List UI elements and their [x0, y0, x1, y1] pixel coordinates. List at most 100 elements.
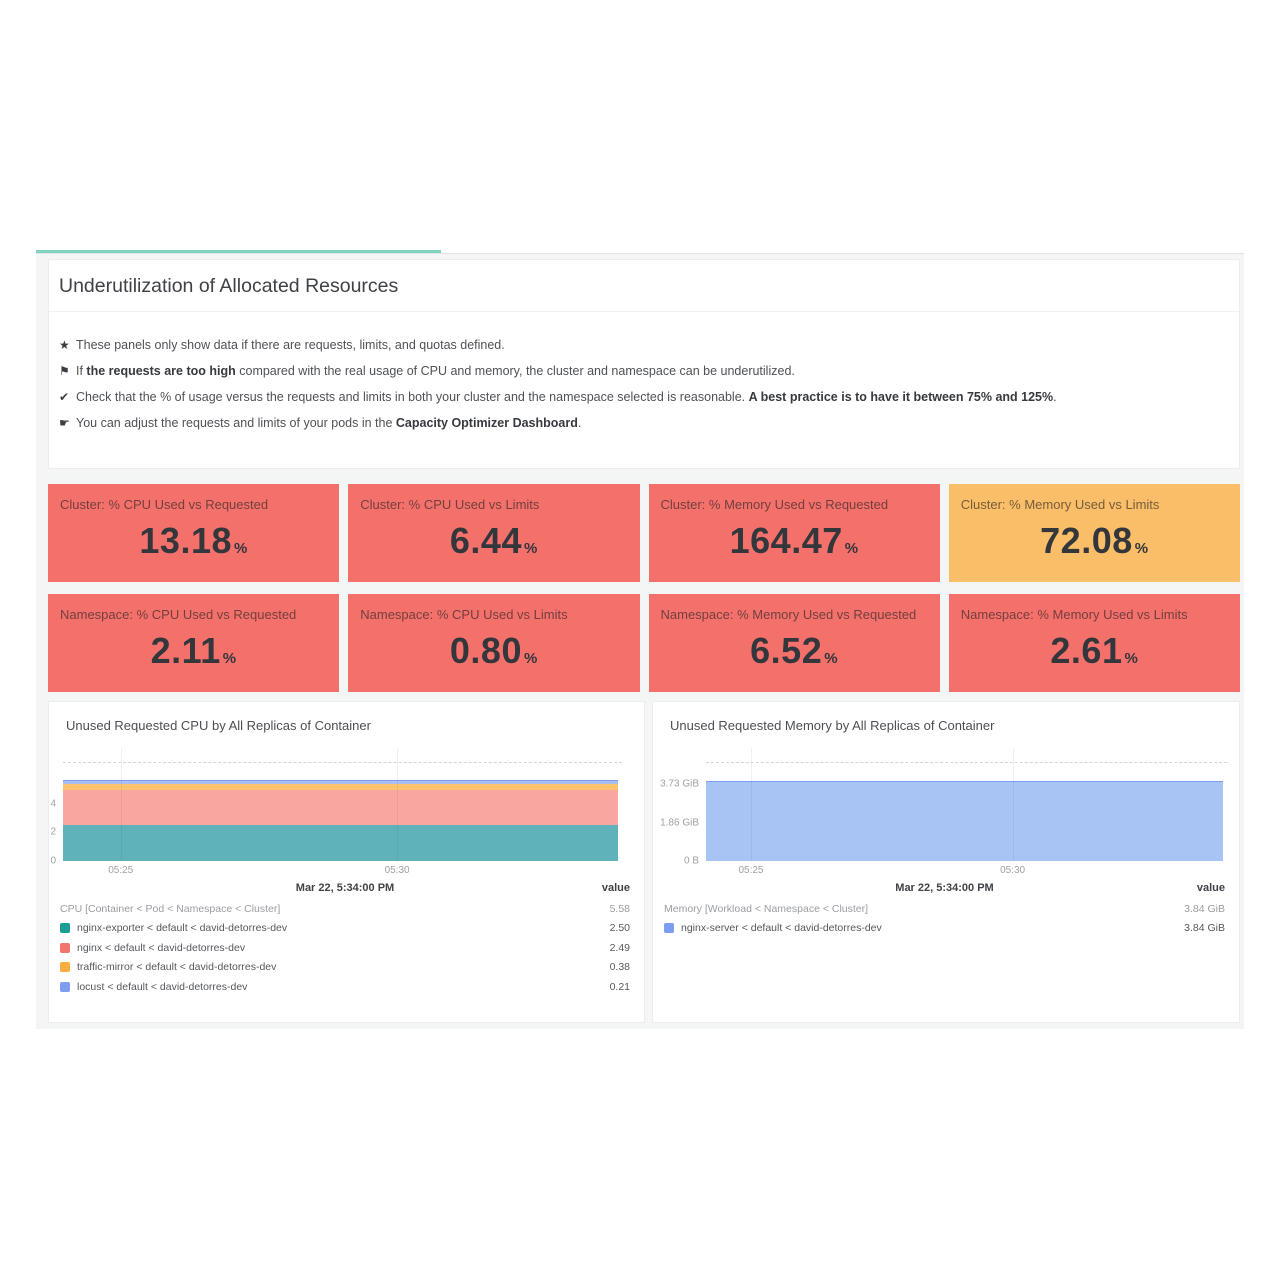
legend-timestamp: Mar 22, 5:34:00 PM [295, 882, 395, 894]
dashed-gridline [63, 762, 622, 763]
notes-list: ★ These panels only show data if there ar… [59, 332, 1239, 436]
stat-unit: % [523, 540, 538, 557]
memory-chart-plot-area: 0 B 1.86 GiB 3.73 GiB [660, 748, 1227, 867]
row-accent-line [36, 250, 441, 253]
y-axis-tick: 2 [50, 826, 56, 838]
legend-color-swatch [664, 923, 674, 934]
legend-series-label[interactable]: traffic-mirror < default < david-detorre… [77, 961, 277, 974]
stat-title: Cluster: % CPU Used vs Requested [60, 497, 269, 512]
check-icon: ✔ [59, 390, 70, 404]
legend-series-value: 0.21 [609, 980, 630, 993]
flag-icon: ⚑ [59, 364, 70, 378]
legend-series-label[interactable]: locust < default < david-detorres-dev [77, 980, 248, 993]
legend-series-value: 2.49 [609, 941, 630, 954]
stat-title: Cluster: % Memory Used vs Limits [960, 497, 1160, 512]
x-gridline [397, 748, 399, 861]
note-text: . [577, 416, 582, 430]
legend-series-value: 2.50 [609, 922, 630, 935]
note-text: Check that the % of usage versus the req… [76, 390, 749, 404]
page-title: Underutilization of Allocated Resources [59, 275, 399, 297]
note-bold: Capacity Optimizer Dashboard [395, 416, 578, 430]
y-axis-tick: 1.86 GiB [660, 817, 699, 829]
stat-panel-ns-cpu-vs-limits[interactable]: Namespace: % CPU Used vs Limits 0.80% [348, 594, 640, 692]
stat-value: 164.47% [729, 520, 859, 561]
legend-header: Mar 22, 5:34:00 PM value [664, 882, 1225, 899]
legend-value-header: value [1196, 882, 1225, 894]
legend-color-swatch [60, 962, 70, 973]
stat-panel-ns-cpu-vs-requested[interactable]: Namespace: % CPU Used vs Requested 2.11% [48, 594, 340, 692]
note-text: . [1053, 390, 1057, 404]
memory-chart-title[interactable]: Unused Requested Memory by All Replicas … [670, 718, 995, 733]
legend-total-row: Memory [Workload < Namespace < Cluster] 3… [664, 899, 1225, 919]
stat-unit: % [824, 650, 839, 667]
legend-total-label: Memory [Workload < Namespace < Cluster] [664, 902, 869, 915]
x-axis-tick: 05:25 [738, 865, 764, 876]
stat-unit: % [844, 540, 859, 557]
legend-series-label[interactable]: nginx-server < default < david-detorres-… [681, 922, 882, 935]
cpu-chart-legend: Mar 22, 5:34:00 PM value CPU [Container < … [60, 882, 630, 997]
x-gridline [120, 748, 122, 861]
legend-series-label[interactable]: nginx < default < david-detorres-dev [77, 941, 246, 954]
stat-panel-cluster-cpu-vs-requested[interactable]: Cluster: % CPU Used vs Requested 13.18% [48, 484, 340, 582]
stat-value: 2.61% [1050, 630, 1139, 671]
stat-value: 2.11% [150, 630, 237, 671]
stat-unit: % [523, 650, 538, 667]
star-icon: ★ [59, 338, 70, 352]
note-line: ★ These panels only show data if there ar… [59, 332, 1239, 358]
cpu-chart-x-axis: 05:25 05:30 [63, 861, 618, 878]
stat-panel-ns-mem-vs-requested[interactable]: Namespace: % Memory Used vs Requested 6.… [648, 594, 940, 692]
area-series-band [63, 824, 618, 861]
stat-value: 6.52% [750, 630, 839, 671]
area-series-band [706, 781, 1223, 861]
x-axis-tick: 05:30 [384, 865, 410, 876]
memory-chart-x-axis: 05:25 05:30 [706, 861, 1223, 878]
stat-panel-cluster-cpu-vs-limits[interactable]: Cluster: % CPU Used vs Limits 6.44% [348, 484, 640, 582]
stat-title: Namespace: % Memory Used vs Limits [960, 607, 1188, 622]
stat-unit: % [234, 540, 248, 557]
area-series-band [63, 788, 618, 826]
legend-color-swatch [60, 942, 70, 953]
stat-value: 6.44% [449, 520, 538, 561]
legend-value-header: value [601, 882, 630, 894]
legend-header: Mar 22, 5:34:00 PM value [60, 882, 630, 899]
chart-plot: 0 B 1.86 GiB 3.73 GiB [660, 748, 1227, 867]
memory-chart-legend: Mar 22, 5:34:00 PM value Memory [Workload … [664, 882, 1225, 938]
pointing-hand-icon: ☛ [59, 416, 70, 430]
note-text: These panels only show data if there are… [76, 338, 505, 352]
legend-series-row: nginx < default < david-detorres-dev 2.49 [60, 938, 630, 958]
charts-row: Unused Requested CPU by All Replicas of … [48, 701, 1240, 1023]
legend-series-row: traffic-mirror < default < david-detorre… [60, 958, 630, 978]
y-axis-tick: 3.73 GiB [660, 778, 699, 790]
note-text: If [76, 364, 87, 378]
legend-series-row: nginx-exporter < default < david-detorre… [60, 919, 630, 939]
cpu-chart-title[interactable]: Unused Requested CPU by All Replicas of … [66, 718, 371, 733]
legend-color-swatch [60, 923, 70, 934]
x-axis-tick: 05:30 [1000, 865, 1026, 876]
note-line: ☛ You can adjust the requests and limits … [59, 410, 1239, 436]
stat-panel-cluster-mem-vs-limits[interactable]: Cluster: % Memory Used vs Limits 72.08% [948, 484, 1240, 582]
note-line: ⚑ If the requests are too high compared w… [59, 358, 1239, 384]
legend-series-label[interactable]: nginx-exporter < default < david-detorre… [77, 922, 288, 935]
note-bold: the requests are too high [86, 364, 236, 378]
stat-title: Cluster: % Memory Used vs Requested [660, 497, 889, 512]
legend-series-row: nginx-server < default < david-detorres-… [664, 919, 1225, 939]
legend-total-label: CPU [Container < Pod < Namespace < Clust… [60, 902, 281, 915]
stat-title: Namespace: % CPU Used vs Limits [360, 607, 568, 622]
dashboard-content: Underutilization of Allocated Resources … [36, 253, 1244, 1029]
stat-panel-ns-mem-vs-limits[interactable]: Namespace: % Memory Used vs Limits 2.61% [948, 594, 1240, 692]
stat-title: Namespace: % CPU Used vs Requested [60, 607, 297, 622]
note-line: ✔ Check that the % of usage versus the re… [59, 384, 1239, 410]
note-bold: A best practice is to have it between 75… [748, 390, 1054, 404]
legend-series-row: locust < default < david-detorres-dev 0.2… [60, 977, 630, 997]
stat-panel-cluster-mem-vs-requested[interactable]: Cluster: % Memory Used vs Requested 164.… [648, 484, 940, 582]
legend-timestamp: Mar 22, 5:34:00 PM [895, 882, 994, 894]
stat-value: 0.80% [449, 630, 538, 671]
y-axis-tick: 0 B [683, 855, 699, 867]
legend-total-value: 3.84 GiB [1184, 902, 1225, 915]
note-text: You can adjust the requests and limits o… [76, 416, 396, 430]
stat-unit: % [1134, 540, 1149, 557]
legend-series-value: 0.38 [609, 961, 630, 974]
namespace-stats-row: Namespace: % CPU Used vs Requested 2.11%… [48, 594, 1240, 692]
legend-total-value: 5.58 [609, 902, 630, 915]
